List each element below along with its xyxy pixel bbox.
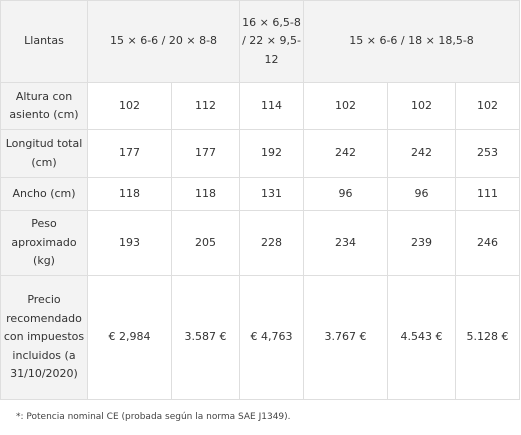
table-cell: 3.587 € <box>170 275 241 400</box>
table-row-llantas: Llantas 15 × 6-6 / 20 × 8-8 16 × 6,5-8 /… <box>0 0 521 83</box>
table-cell: € 4,763 <box>239 275 305 400</box>
table-cell: 192 <box>239 129 305 178</box>
row-header-longitud: Longitud total (cm) <box>0 129 88 178</box>
cell-llantas-1: 15 × 6-6 / 20 × 8-8 <box>86 0 241 83</box>
row-header-altura: Altura con asiento (cm) <box>0 82 88 130</box>
table-cell: 3.767 € <box>303 275 389 400</box>
table-cell: 5.128 € <box>455 275 521 400</box>
row-header-ancho: Ancho (cm) <box>0 177 88 211</box>
table-cell: 102 <box>303 82 389 130</box>
cell-llantas-2: 16 × 6,5-8 / 22 × 9,5-12 <box>239 0 305 83</box>
table-cell: 112 <box>170 82 241 130</box>
table-cell: 246 <box>455 210 521 276</box>
table-cell: 96 <box>303 177 389 211</box>
table-cell: 234 <box>303 210 389 276</box>
table-cell: 177 <box>170 129 241 178</box>
table-row-precio: Precio recomendado con impuestos incluid… <box>0 275 521 400</box>
table-cell: 102 <box>387 82 457 130</box>
table-row-peso: Peso aproximado (kg) 193 205 228 234 239… <box>0 210 521 276</box>
table-row-longitud: Longitud total (cm) 177 177 192 242 242 … <box>0 129 521 178</box>
footnote: *: Potencia nominal CE (probada según la… <box>16 412 291 422</box>
table-cell: 193 <box>87 210 172 276</box>
table-cell: 111 <box>455 177 521 211</box>
table-cell: 228 <box>239 210 305 276</box>
table-row-ancho: Ancho (cm) 118 118 131 96 96 111 <box>0 177 521 211</box>
table-cell: 253 <box>455 129 521 178</box>
row-header-precio: Precio recomendado con impuestos incluid… <box>0 275 88 400</box>
table-cell: 242 <box>303 129 389 178</box>
table-cell: 242 <box>387 129 457 178</box>
row-header-peso: Peso aproximado (kg) <box>0 210 88 276</box>
table-cell: 118 <box>87 177 172 211</box>
table-cell: € 2,984 <box>87 275 172 400</box>
row-header-llantas: Llantas <box>0 0 88 83</box>
table-cell: 239 <box>387 210 457 276</box>
table-cell: 102 <box>455 82 521 130</box>
specifications-table: Llantas 15 × 6-6 / 20 × 8-8 16 × 6,5-8 /… <box>0 0 521 400</box>
table-cell: 4.543 € <box>387 275 457 400</box>
table-cell: 118 <box>170 177 241 211</box>
table-row-altura: Altura con asiento (cm) 102 112 114 102 … <box>0 82 521 130</box>
cell-llantas-3: 15 × 6-6 / 18 × 18,5-8 <box>303 0 521 83</box>
table-cell: 102 <box>87 82 172 130</box>
table-cell: 205 <box>170 210 241 276</box>
table-cell: 177 <box>87 129 172 178</box>
table-cell: 131 <box>239 177 305 211</box>
table-cell: 96 <box>387 177 457 211</box>
table-cell: 114 <box>239 82 305 130</box>
